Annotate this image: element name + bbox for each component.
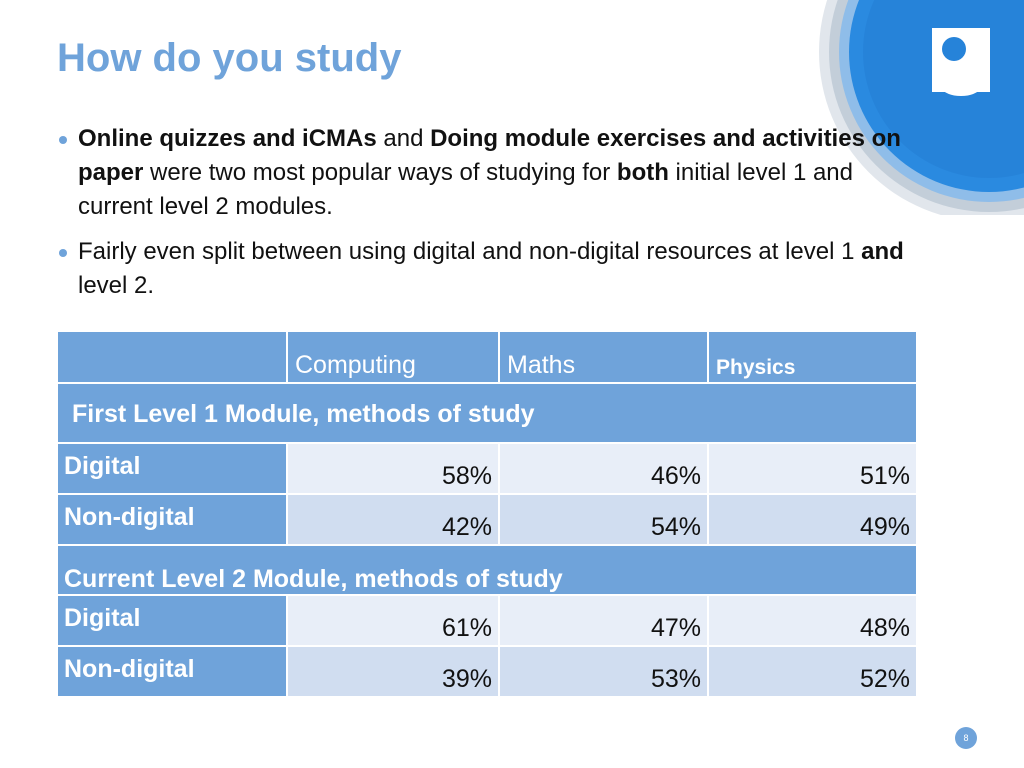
bullet-bold: Online quizzes and iCMAs xyxy=(78,125,377,152)
page-title: How do you study xyxy=(57,36,402,80)
page-number-badge: 8 xyxy=(955,727,977,749)
cell-maths: 54% xyxy=(498,493,709,546)
bullet-list: Online quizzes and iCMAs and Doing modul… xyxy=(57,122,917,314)
cell-computing: 39% xyxy=(286,645,500,698)
bullet-bold: and xyxy=(861,238,904,265)
table-row: Non-digital 39% 53% 52% xyxy=(56,645,918,698)
bullet-plain: and xyxy=(376,125,431,152)
bullet-plain: were two most popular ways of studying f… xyxy=(143,159,617,186)
cell-computing: 61% xyxy=(286,594,500,647)
cell-physics: 48% xyxy=(707,594,918,647)
cell-physics: 51% xyxy=(707,442,918,495)
section-header-row: First Level 1 Module, methods of study xyxy=(56,382,918,444)
row-label: Non-digital xyxy=(56,645,288,698)
section-title: Current Level 2 Module, methods of study xyxy=(56,544,918,596)
bullet-dot-icon xyxy=(59,249,67,257)
table-row: Non-digital 42% 54% 49% xyxy=(56,493,918,546)
section-header-row: Current Level 2 Module, methods of study xyxy=(56,544,918,596)
table-header-row: Computing Maths Physics xyxy=(56,330,918,384)
header-corner-cell xyxy=(56,330,288,384)
bullet-item: Fairly even split between using digital … xyxy=(57,235,917,303)
bullet-bold: both xyxy=(616,159,669,186)
bullet-text: Online quizzes and iCMAs and Doing modul… xyxy=(78,125,901,220)
cell-computing: 42% xyxy=(286,493,500,546)
column-header-maths: Maths xyxy=(498,330,709,384)
column-header-computing: Computing xyxy=(286,330,500,384)
cell-maths: 46% xyxy=(498,442,709,495)
bullet-plain: Fairly even split between using digital … xyxy=(78,238,862,265)
open-university-logo-icon xyxy=(819,0,1024,215)
table-row: Digital 58% 46% 51% xyxy=(56,442,918,495)
cell-physics: 52% xyxy=(707,645,918,698)
bullet-plain: level 2. xyxy=(78,272,155,299)
bullet-dot-icon xyxy=(59,136,67,144)
study-methods-table: Computing Maths Physics First Level 1 Mo… xyxy=(56,330,918,698)
row-label: Non-digital xyxy=(56,493,288,546)
bullet-plain: initial level 1 and current level 2 modu… xyxy=(78,159,854,220)
cell-physics: 49% xyxy=(707,493,918,546)
row-label: Digital xyxy=(56,442,288,495)
bullet-text: Fairly even split between using digital … xyxy=(78,238,904,299)
column-header-physics: Physics xyxy=(707,330,918,384)
bullet-bold: Doing module exercises and activities on… xyxy=(78,125,901,186)
section-title: First Level 1 Module, methods of study xyxy=(56,382,918,444)
cell-maths: 53% xyxy=(498,645,709,698)
cell-maths: 47% xyxy=(498,594,709,647)
university-logo xyxy=(814,0,1024,215)
table-row: Digital 61% 47% 48% xyxy=(56,594,918,647)
row-label: Digital xyxy=(56,594,288,647)
cell-computing: 58% xyxy=(286,442,500,495)
bullet-item: Online quizzes and iCMAs and Doing modul… xyxy=(57,122,917,224)
